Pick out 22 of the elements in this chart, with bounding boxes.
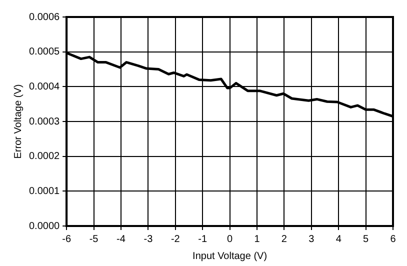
y-tick-label: 0.0006 <box>28 12 60 23</box>
x-tick-label: 4 <box>336 234 342 245</box>
y-tick-label: 0.0003 <box>28 116 60 128</box>
y-tick-label: 0.0005 <box>28 46 60 58</box>
x-tick-label: 3 <box>308 234 315 245</box>
x-axis-title: Input Voltage (V) <box>192 250 268 262</box>
y-tick-label: 0.0002 <box>28 151 60 162</box>
x-tick-label: -5 <box>89 234 99 245</box>
x-tick-label: -3 <box>144 234 154 245</box>
x-tick-label: -6 <box>62 234 72 245</box>
x-tick-label: 6 <box>390 234 396 245</box>
x-tick-label: 2 <box>281 234 288 245</box>
x-tick-label: 5 <box>363 234 370 245</box>
y-tick-label: 0.0000 <box>28 220 60 232</box>
x-tick-label: 0 <box>227 234 234 245</box>
x-tick-label: 1 <box>254 234 260 245</box>
x-tick-label: -1 <box>198 234 208 245</box>
x-tick-label: -4 <box>116 234 126 245</box>
y-axis-title: Error Voltage (V) <box>12 84 24 159</box>
x-tick-label: -2 <box>170 234 180 245</box>
y-tick-label: 0.0001 <box>28 186 60 197</box>
y-tick-label: 0.0004 <box>28 81 60 92</box>
